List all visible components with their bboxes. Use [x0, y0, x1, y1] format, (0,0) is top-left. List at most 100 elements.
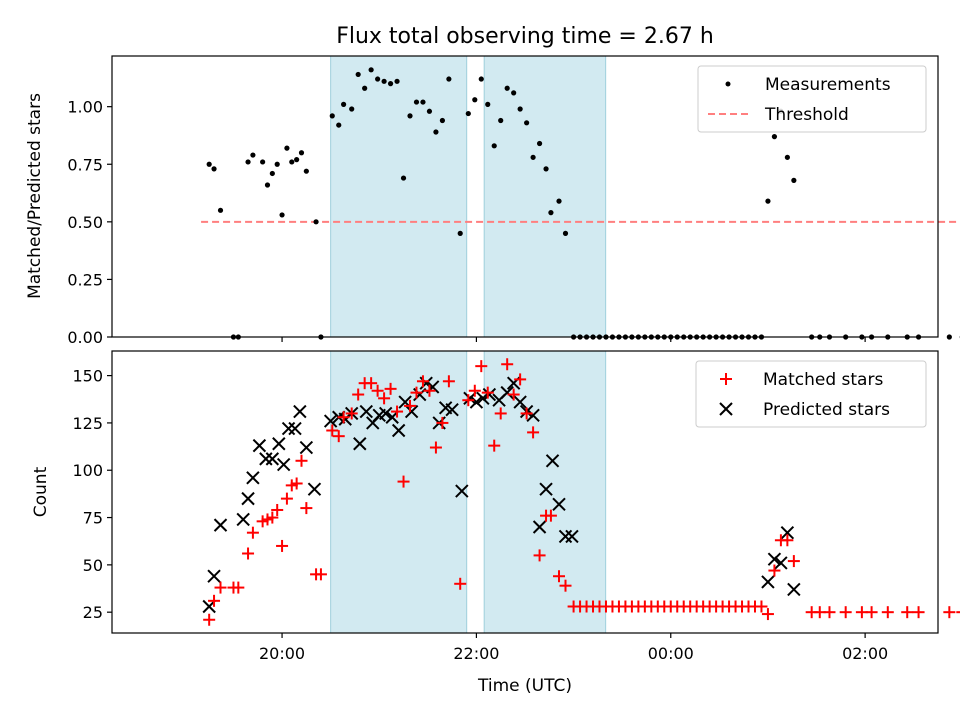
measurement-point — [537, 141, 542, 146]
x-axis-label: Time (UTC) — [477, 676, 572, 696]
measurement-point — [765, 199, 770, 204]
predicted-point — [253, 440, 265, 452]
measurement-point — [341, 102, 346, 107]
measurement-point — [299, 150, 304, 155]
measurement-point — [313, 219, 318, 224]
predicted-point — [247, 472, 259, 484]
measurement-point — [427, 109, 432, 114]
measurement-point — [336, 122, 341, 127]
measurement-point — [394, 79, 399, 84]
legend-matched-label: Matched stars — [763, 370, 883, 390]
measurement-point — [947, 334, 952, 339]
measurement-point — [414, 99, 419, 104]
measurement-point — [207, 162, 212, 167]
measurement-point — [563, 231, 568, 236]
matched-point — [247, 527, 259, 539]
y-tick-label: 0.00 — [67, 328, 103, 347]
measurement-point — [250, 152, 255, 157]
measurement-point — [407, 113, 412, 118]
x-tick-label: 02:00 — [842, 644, 888, 663]
y-tick-label: 50 — [83, 556, 103, 575]
y-tick-label: 25 — [83, 603, 103, 622]
chart-title: Flux total observing time = 2.67 h — [336, 24, 714, 49]
predicted-point — [242, 493, 254, 505]
matched-point — [840, 606, 852, 618]
matched-point — [300, 502, 312, 514]
measurement-point — [260, 159, 265, 164]
measurement-point — [466, 111, 471, 116]
measurement-point — [543, 166, 548, 171]
measurement-point — [245, 159, 250, 164]
predicted-point — [283, 423, 295, 435]
measurement-point — [530, 155, 535, 160]
predicted-point — [237, 513, 249, 525]
shaded-interval-0 — [331, 351, 467, 633]
predicted-point — [470, 396, 482, 408]
measurement-point — [505, 86, 510, 91]
matched-point — [203, 614, 215, 626]
y-tick-label: 150 — [72, 367, 103, 386]
predicted-point — [208, 570, 220, 582]
predicted-point — [215, 519, 227, 531]
measurement-point — [362, 86, 367, 91]
predicted-point — [278, 459, 290, 471]
x-tick-label: 00:00 — [648, 644, 694, 663]
measurement-point — [556, 199, 561, 204]
ratio-y-ticks: 0.00 0.25 0.50 0.75 1.00 — [67, 98, 112, 347]
ratio-legend: Measurements Threshold — [698, 66, 926, 132]
matched-point — [295, 455, 307, 467]
matched-point — [901, 606, 913, 618]
measurement-point — [433, 129, 438, 134]
legend-measurements-marker — [726, 82, 731, 87]
y-tick-label: 75 — [83, 509, 103, 528]
predicted-point — [775, 557, 787, 569]
count-legend: Matched stars Predicted stars — [696, 361, 926, 427]
measurement-point — [420, 99, 425, 104]
measurement-point — [265, 182, 270, 187]
measurement-point — [485, 102, 490, 107]
shaded-interval-1 — [484, 351, 605, 633]
measurement-point — [458, 231, 463, 236]
measurement-point — [511, 90, 516, 95]
y-tick-label: 0.25 — [67, 270, 103, 289]
matched-point — [882, 606, 894, 618]
ratio-y-axis-label: Matched/Predicted stars — [25, 93, 45, 299]
ratio-panel: 0.000.250.500.751.00 Matched/Predicted s… — [25, 56, 960, 347]
matched-point — [956, 606, 960, 618]
predicted-point — [300, 442, 312, 454]
matched-point — [276, 540, 288, 552]
y-tick-label: 0.75 — [67, 155, 103, 174]
measurement-point — [791, 178, 796, 183]
x-tick-label: 22:00 — [453, 644, 499, 663]
measurement-point — [472, 97, 477, 102]
measurement-point — [218, 208, 223, 213]
count-shaded-intervals — [331, 351, 606, 633]
y-tick-label: 125 — [72, 414, 103, 433]
measurement-point — [479, 76, 484, 81]
ratio-shaded-intervals — [331, 56, 606, 337]
measurement-point — [211, 166, 216, 171]
y-tick-label: 100 — [72, 461, 103, 480]
matched-point — [913, 606, 925, 618]
measurement-point — [270, 171, 275, 176]
legend-threshold-label: Threshold — [764, 105, 849, 125]
shaded-interval-0 — [331, 56, 467, 337]
y-tick-label: 0.50 — [67, 213, 103, 232]
matched-point — [242, 548, 254, 560]
measurement-point — [369, 67, 374, 72]
measurement-point — [356, 72, 361, 77]
measurement-point — [289, 159, 294, 164]
measurement-point — [524, 120, 529, 125]
measurement-point — [294, 157, 299, 162]
x-tick-label: 20:00 — [259, 644, 305, 663]
predicted-point — [294, 406, 306, 418]
matched-point — [866, 606, 878, 618]
count-y-axis-label: Count — [31, 466, 51, 517]
measurement-point — [388, 81, 393, 86]
predicted-point — [308, 483, 320, 495]
matched-point — [281, 493, 293, 505]
measurement-point — [772, 134, 777, 139]
measurement-point — [498, 118, 503, 123]
predicted-point — [289, 423, 301, 435]
